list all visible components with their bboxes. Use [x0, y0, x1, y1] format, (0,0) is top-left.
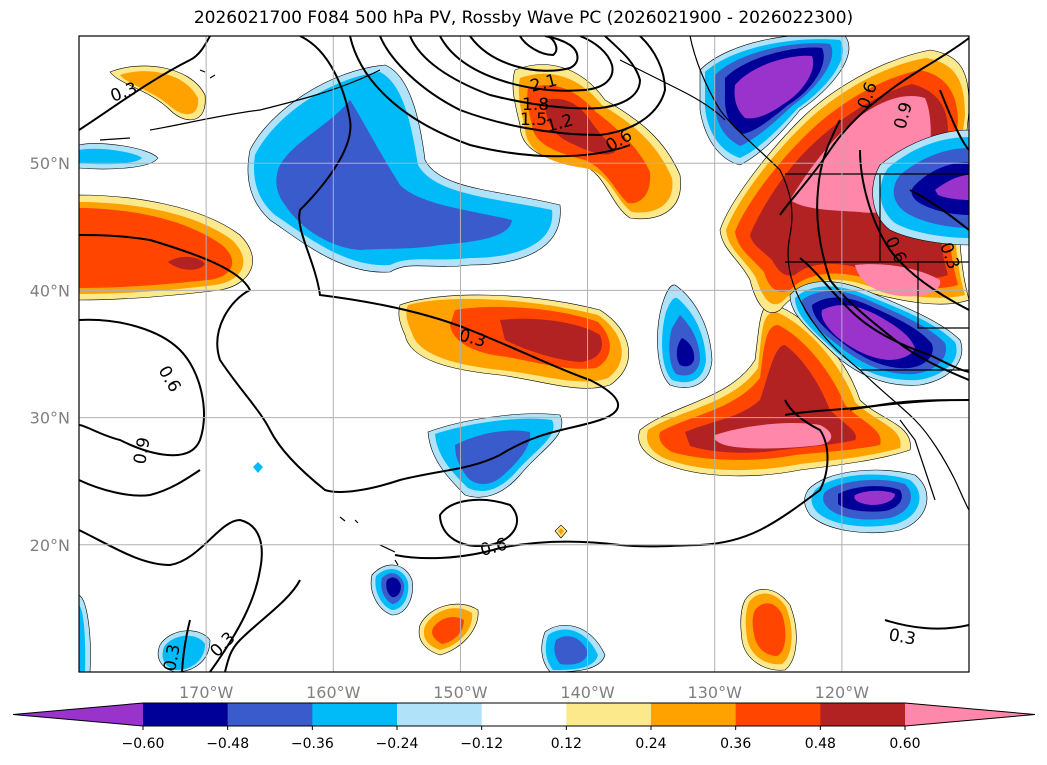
colorbar-ticks: −0.60 −0.48 −0.36 −0.24 −0.12 0.12 0.24 0.36 0.4…: [122, 726, 921, 752]
latitude-label: 40°N: [30, 281, 70, 300]
pv-negative-anomaly-s1-4: [386, 577, 401, 598]
colorbar-tick-label: 0.12: [551, 736, 582, 752]
pv-positive-anomaly-alaska-4: [545, 98, 615, 155]
latitude-label: 50°N: [30, 154, 70, 173]
pv-negative-anomaly-inland-5: [935, 175, 969, 200]
colorbar-tick-label: 0.60: [889, 736, 920, 752]
longitude-label: 170°W: [179, 683, 234, 702]
pv-negative-anomaly-s7-2: [79, 148, 142, 165]
colorbar-tick-label: −0.36: [291, 736, 334, 752]
pv-positive-anomaly-subtrop-5: [714, 423, 832, 449]
colorbar-segment: [312, 703, 398, 726]
colorbar-tick-label: −0.12: [460, 736, 503, 752]
colorbar: [12, 702, 1036, 727]
contour-label: 0.3: [160, 643, 184, 673]
pv-positive-anomaly-west-4: [168, 256, 205, 270]
pv-negative-anomaly-hawaii-3: [455, 430, 531, 485]
pv-positive-anomaly-dot-2: [558, 528, 564, 535]
pv-negative-anomaly-gulf-core2: [276, 100, 512, 250]
colorbar-segment: [227, 703, 313, 726]
contour-label: 1.8: [522, 95, 549, 115]
pv-negative-anomaly-s3-3: [554, 636, 588, 665]
pv-negative-anomaly-dot: [253, 462, 263, 473]
colorbar-tick-label: −0.24: [376, 736, 419, 752]
colorbar-segment: [651, 703, 737, 726]
colorbar-tick-label: 0.48: [805, 736, 836, 752]
latitude-labels: 50°N 40°N 30°N 20°N: [30, 154, 70, 555]
pv-positive-anomaly-s4-3: [752, 603, 786, 656]
colorbar-segment: [481, 703, 567, 726]
map-frame: [78, 35, 970, 673]
colorbar-over-extension: [905, 703, 1035, 726]
pv-positive-anomaly-small-2: [120, 71, 199, 115]
colorbar-segment: [566, 703, 652, 726]
pv-negative-anomaly-bc-5: [734, 55, 814, 119]
colorbar-tick-label: −0.48: [206, 736, 249, 752]
colorbar-segment: [143, 703, 229, 726]
pv-negative-anomaly-calif-5: [821, 305, 915, 360]
colorbar-tick-label: 0.24: [635, 736, 666, 752]
colorbar-tick-label: −0.60: [122, 736, 165, 752]
colorbar-under-extension: [13, 703, 143, 726]
contour-label: 0.3: [887, 625, 917, 649]
pv-negative-anomaly-baja-5: [854, 490, 895, 505]
contour-label: 0.9: [130, 436, 154, 466]
latitude-label: 20°N: [30, 536, 70, 555]
pv-negative-anomaly-s6-2: [79, 605, 86, 672]
longitude-label: 130°W: [688, 683, 743, 702]
chart-title: 2026021700 F084 500 hPa PV, Rossby Wave …: [193, 8, 854, 28]
longitude-label: 140°W: [560, 683, 615, 702]
pv-fill-layer: [79, 36, 969, 672]
pv-positive-anomaly-mid-4: [500, 318, 602, 362]
colorbar-segment: [820, 703, 906, 726]
colorbar-segment: [735, 703, 821, 726]
longitude-label: 120°W: [815, 683, 870, 702]
pv-negative-anomaly-central-4: [676, 338, 695, 367]
longitude-label: 160°W: [306, 683, 361, 702]
map-gridlines: [79, 36, 969, 672]
longitude-label: 150°W: [433, 683, 488, 702]
longitude-labels: 170°W 160°W 150°W 140°W 130°W 120°W: [179, 683, 869, 702]
latitude-label: 30°N: [30, 409, 70, 428]
pv-positive-anomaly-s2-3: [432, 616, 464, 644]
colorbar-segment: [397, 703, 483, 726]
pv-contour-lines: [79, 36, 969, 672]
colorbar-tick-label: 0.36: [720, 736, 751, 752]
pv-positive-anomaly-westcoast-6: [855, 264, 941, 297]
contour-label: 1.5: [520, 110, 547, 130]
